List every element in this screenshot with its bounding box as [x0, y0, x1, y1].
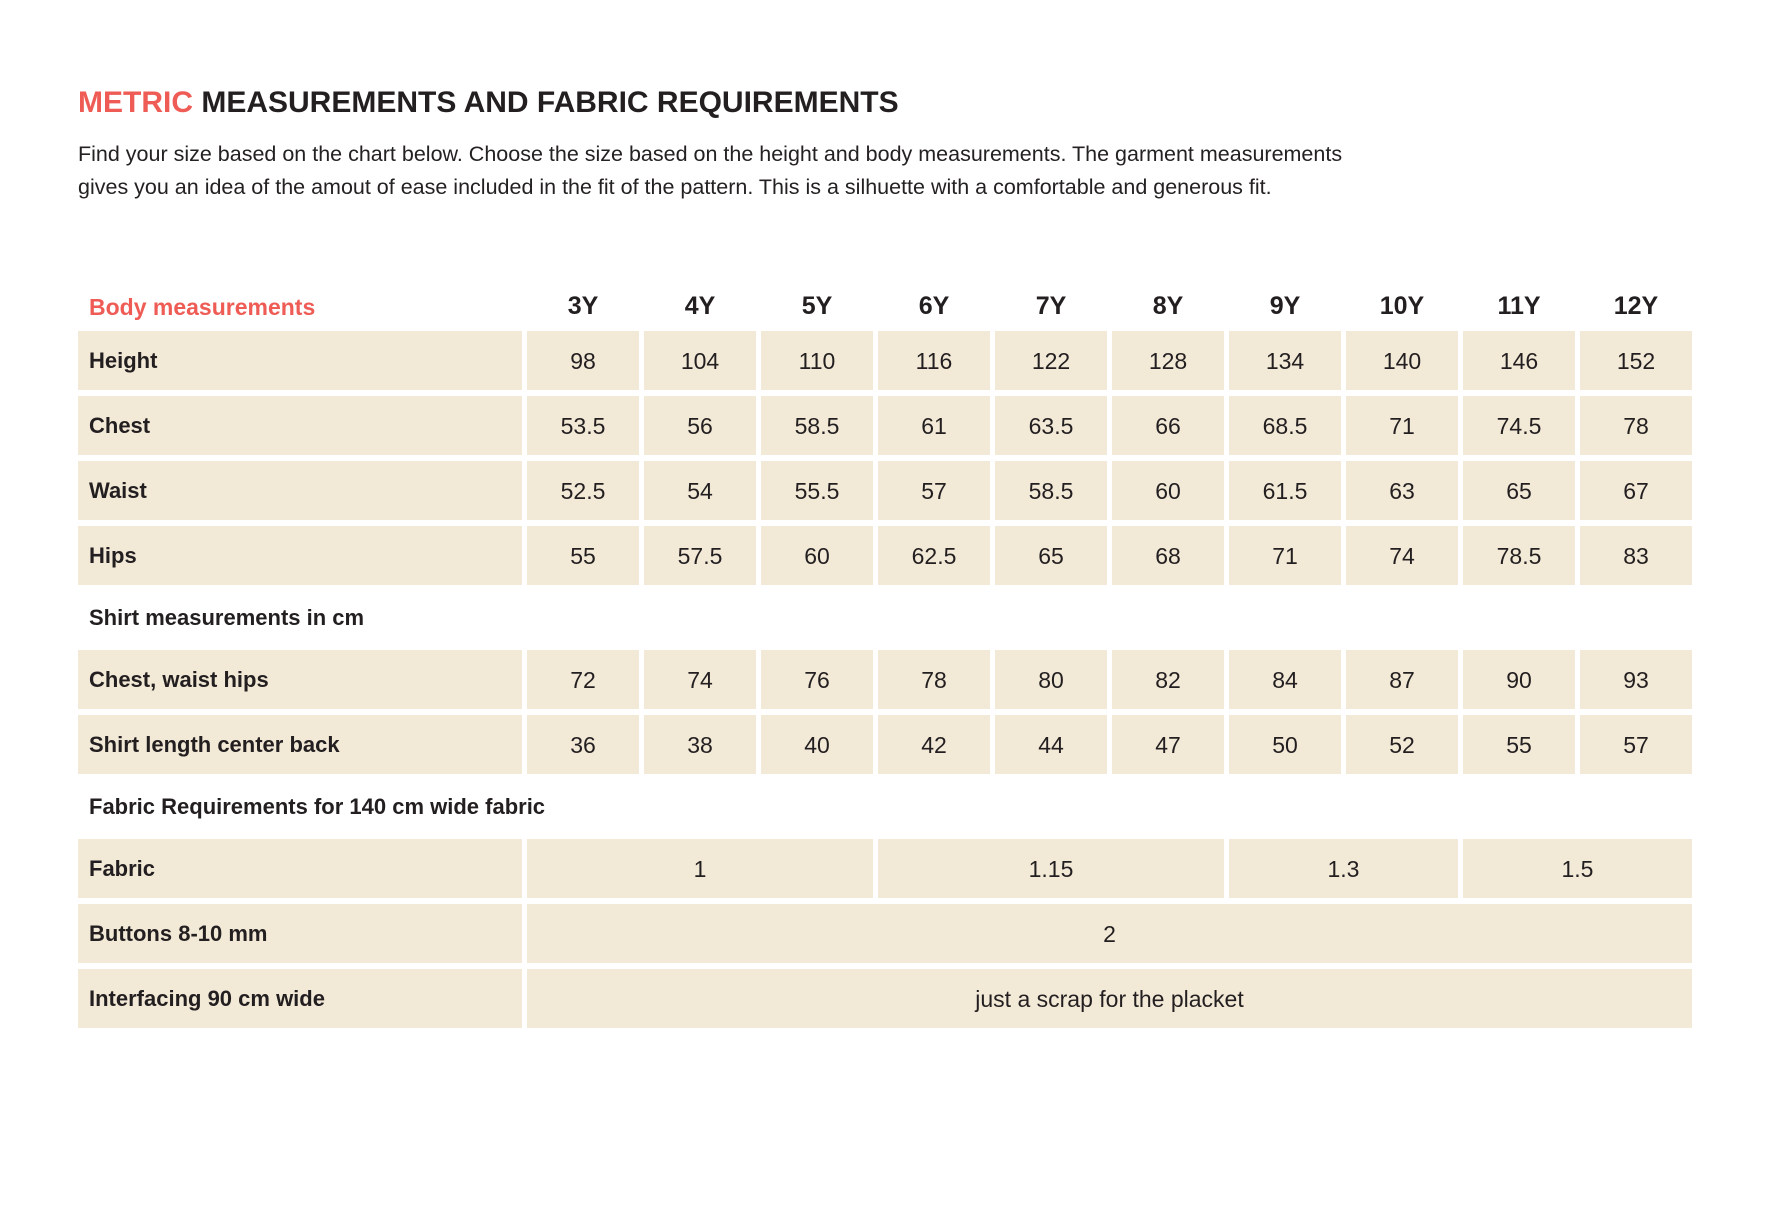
size-column-header: 6Y [918, 292, 950, 320]
merged-value-cell: 2 [527, 904, 1692, 963]
page-title-rest: MEASUREMENTS AND FABRIC REQUIREMENTS [193, 86, 899, 120]
measurement-cell: 67 [1580, 461, 1692, 520]
measurement-cell: 140 [1346, 331, 1458, 390]
size-column-header: 3Y [567, 292, 599, 320]
measurement-cell: 61.5 [1229, 461, 1341, 520]
measurement-cell: 62.5 [878, 526, 990, 585]
measurement-cell: 74 [1346, 526, 1458, 585]
row-label: Shirt length center back [78, 715, 522, 774]
measurement-cell: 44 [995, 715, 1107, 774]
measurement-cell: 55.5 [761, 461, 873, 520]
measurement-cell: 78.5 [1463, 526, 1575, 585]
intro-text: Find your size based on the chart below.… [78, 138, 1342, 204]
measurement-cell: 36 [527, 715, 639, 774]
measurement-cell: 116 [878, 331, 990, 390]
size-column-header: 12Y [1613, 292, 1659, 320]
measurement-cell: 146 [1463, 331, 1575, 390]
measurement-cell: 78 [1580, 396, 1692, 455]
measurement-cell: 98 [527, 331, 639, 390]
measurement-cell: 82 [1112, 650, 1224, 709]
measurement-cell: 60 [1112, 461, 1224, 520]
measurement-cell: 57 [878, 461, 990, 520]
measurement-cell: 68 [1112, 526, 1224, 585]
size-column-header: 7Y [1035, 292, 1067, 320]
measurement-cell: 71 [1346, 396, 1458, 455]
measurement-cell: 134 [1229, 331, 1341, 390]
measurement-cell: 78 [878, 650, 990, 709]
size-column-header: 5Y [801, 292, 833, 320]
measurement-cell: 74 [644, 650, 756, 709]
measurement-cell: 52.5 [527, 461, 639, 520]
row-label: Chest [78, 396, 522, 455]
intro-line-2: gives you an idea of the amout of ease i… [78, 174, 1272, 199]
fabric-section-title: Fabric Requirements for 140 cm wide fabr… [89, 793, 546, 819]
merged-value-cell: 1.3 [1229, 839, 1458, 898]
measurement-cell: 76 [761, 650, 873, 709]
row-label: Fabric [78, 839, 522, 898]
measurement-cell: 90 [1463, 650, 1575, 709]
measurement-cell: 63.5 [995, 396, 1107, 455]
size-table: Body measurements 3Y 4Y 5Y 6Y 7Y 8Y 9Y 10Y 11Y 12Y… [78, 277, 1692, 1028]
measurement-cell: 65 [995, 526, 1107, 585]
measurement-cell: 60 [761, 526, 873, 585]
measurement-cell: 42 [878, 715, 990, 774]
measurement-cell: 66 [1112, 396, 1224, 455]
measurement-cell: 50 [1229, 715, 1341, 774]
measurement-cell: 122 [995, 331, 1107, 390]
row-label: Waist [78, 461, 522, 520]
measurement-cell: 93 [1580, 650, 1692, 709]
measurement-cell: 65 [1463, 461, 1575, 520]
measurement-cell: 58.5 [761, 396, 873, 455]
measurement-cell: 84 [1229, 650, 1341, 709]
measurement-cell: 57 [1580, 715, 1692, 774]
merged-value-cell: just a scrap for the placket [527, 969, 1692, 1028]
row-label: Interfacing 90 cm wide [78, 969, 522, 1028]
measurement-cell: 152 [1580, 331, 1692, 390]
size-column-header: 4Y [684, 292, 716, 320]
measurement-cell: 56 [644, 396, 756, 455]
measurement-cell: 63 [1346, 461, 1458, 520]
row-label: Buttons 8-10 mm [78, 904, 522, 963]
intro-line-1: Find your size based on the chart below.… [78, 141, 1343, 166]
measurement-cell: 55 [1463, 715, 1575, 774]
shirt-section-title: Shirt measurements in cm [89, 604, 365, 630]
measurement-cell: 72 [527, 650, 639, 709]
measurement-cell: 110 [761, 331, 873, 390]
size-column-header: 8Y [1152, 292, 1184, 320]
measurement-cell: 38 [644, 715, 756, 774]
row-label: Hips [78, 526, 522, 585]
measurement-cell: 47 [1112, 715, 1224, 774]
measurement-cell: 57.5 [644, 526, 756, 585]
row-label: Chest, waist hips [78, 650, 522, 709]
measurement-cell: 52 [1346, 715, 1458, 774]
page-title-accent: METRIC [78, 86, 193, 120]
measurement-cell: 58.5 [995, 461, 1107, 520]
measurement-cell: 104 [644, 331, 756, 390]
measurement-cell: 40 [761, 715, 873, 774]
measurement-cell: 128 [1112, 331, 1224, 390]
size-column-header: 11Y [1497, 292, 1541, 320]
merged-value-cell: 1.5 [1463, 839, 1692, 898]
measurement-cell: 80 [995, 650, 1107, 709]
measurement-cell: 83 [1580, 526, 1692, 585]
measurement-cell: 61 [878, 396, 990, 455]
measurement-cell: 74.5 [1463, 396, 1575, 455]
merged-value-cell: 1 [527, 839, 873, 898]
measurement-cell: 54 [644, 461, 756, 520]
measurement-cell: 53.5 [527, 396, 639, 455]
size-column-header: 10Y [1379, 292, 1425, 320]
measurement-cell: 87 [1346, 650, 1458, 709]
measurement-cell: 71 [1229, 526, 1341, 585]
page-title: METRIC MEASUREMENTS AND FABRIC REQUIREME… [78, 86, 899, 120]
row-label: Height [78, 331, 522, 390]
merged-value-cell: 1.15 [878, 839, 1224, 898]
table-header-label: Body measurements [89, 294, 316, 320]
measurement-cell: 55 [527, 526, 639, 585]
measurement-cell: 68.5 [1229, 396, 1341, 455]
size-column-header: 9Y [1269, 292, 1301, 320]
